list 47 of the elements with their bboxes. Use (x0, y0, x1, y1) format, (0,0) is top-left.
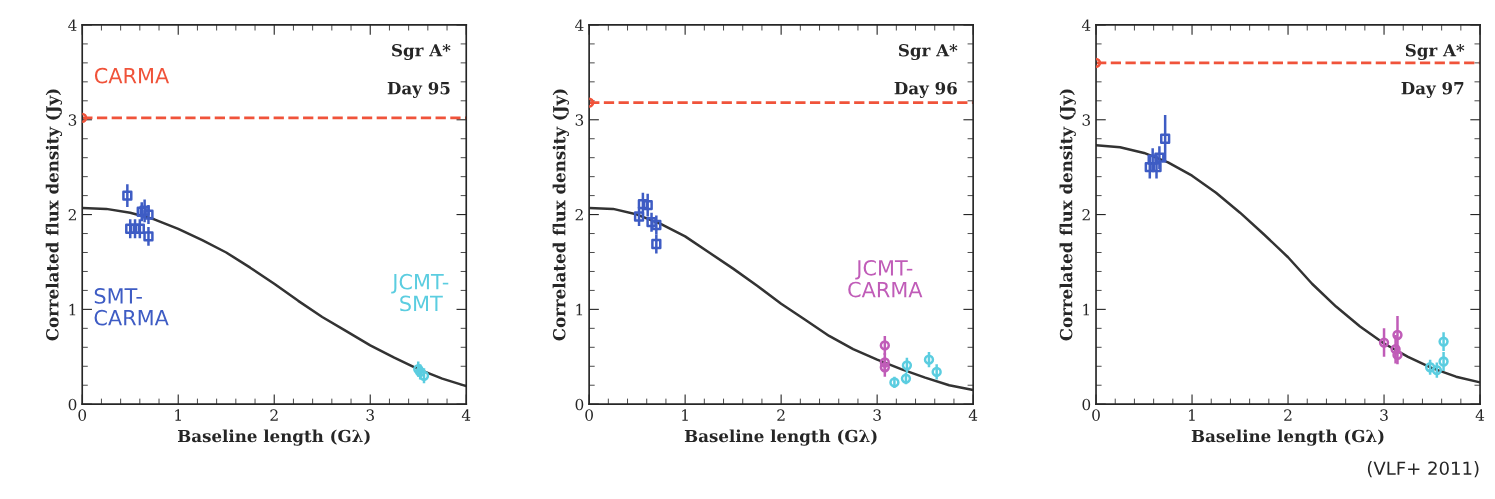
y-tick-label: 3 (1082, 114, 1091, 126)
y-tick-label: 3 (68, 114, 77, 126)
y-axis-title: Correlated flux density (Jy) (552, 89, 569, 341)
y-tick-label: 2 (575, 209, 583, 221)
x-tick-label: 2 (270, 409, 278, 421)
y-tick-label: 4 (68, 19, 77, 31)
x-tick-label: 4 (968, 409, 978, 421)
x-tick-label: 2 (1284, 409, 1292, 421)
y-tick-label: 2 (68, 209, 76, 221)
y-tick-label: 1 (69, 303, 76, 316)
annotation: Sgr A* (898, 43, 958, 61)
x-tick-label: 1 (1189, 409, 1195, 421)
x-tick-label: 3 (873, 409, 881, 421)
y-tick-label: 0 (575, 398, 584, 411)
x-tick-label: 3 (1380, 409, 1388, 421)
y-tick-label: 1 (576, 303, 583, 316)
y-axis-title: Correlated flux density (Jy) (45, 89, 63, 341)
x-tick-label: 4 (1475, 409, 1485, 421)
x-tick-label: 2 (777, 409, 785, 421)
text: JCMT- SMT (391, 273, 449, 312)
annotation: Sgr A* (1405, 43, 1465, 61)
text: (VLF+ 2011) (1367, 461, 1479, 478)
y-tick-label: 0 (68, 398, 77, 411)
x-tick-label: 3 (366, 409, 374, 421)
y-tick-label: 3 (575, 114, 584, 126)
x-tick-label: 1 (175, 409, 181, 421)
y-tick-label: 4 (1081, 19, 1091, 31)
annotation: Day 96 (894, 81, 957, 98)
x-axis-title: Baseline length (Gλ) (1191, 429, 1384, 446)
y-tick-label: 1 (1083, 303, 1089, 316)
annotation: Day 97 (1401, 81, 1464, 98)
y-tick-label: 0 (1082, 398, 1091, 411)
y-axis-title: Correlated flux density (Jy) (1059, 89, 1076, 341)
annotation: Day 95 (387, 81, 450, 98)
x-axis-title: Baseline length (Gλ) (684, 429, 877, 446)
text: JCMT- CARMA (848, 259, 923, 298)
x-tick-label: 4 (461, 409, 471, 421)
text: SMT- CARMA (94, 288, 169, 326)
x-tick-label: 0 (78, 409, 87, 421)
y-tick-label: 2 (1082, 209, 1090, 221)
series-label: CARMA (94, 67, 170, 84)
x-tick-label: 0 (1092, 409, 1100, 421)
x-tick-label: 1 (682, 409, 688, 421)
x-axis-title: Baseline length (Gλ) (177, 429, 370, 446)
x-tick-label: 0 (585, 409, 593, 421)
y-tick-label: 4 (575, 19, 584, 31)
annotation: Sgr A* (392, 43, 451, 61)
